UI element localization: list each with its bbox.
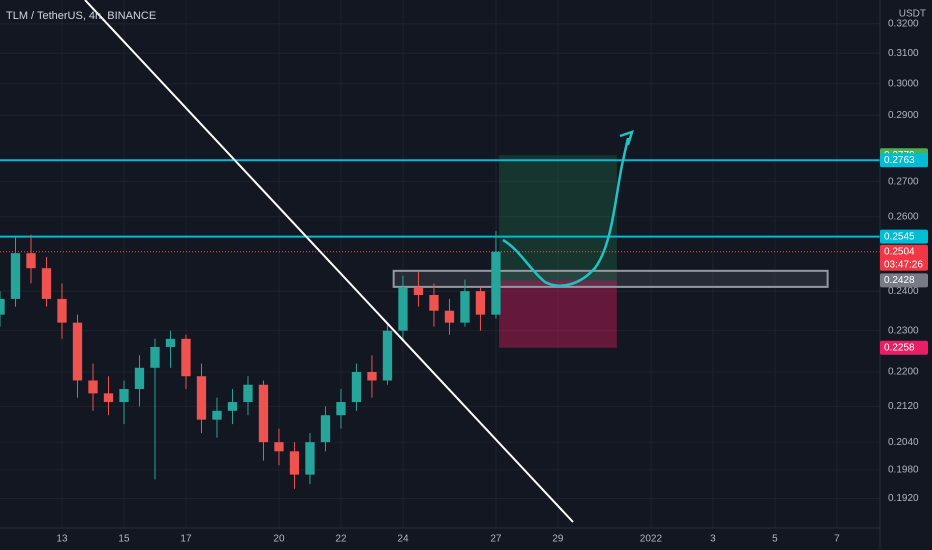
line-tag — [880, 153, 928, 168]
y-tick-label: 0.2700 — [888, 176, 919, 187]
candle-body — [57, 298, 67, 323]
y-tick-label: 0.1920 — [888, 493, 919, 504]
candle-body — [351, 371, 362, 403]
countdown-label: 03:47:26 — [884, 259, 923, 270]
y-tick-label: 0.2400 — [888, 286, 919, 297]
candle-body — [181, 338, 191, 377]
candle-body — [227, 402, 238, 411]
last-price-tag — [880, 244, 928, 271]
candle-body — [150, 346, 160, 368]
x-tick-label: 15 — [118, 534, 130, 545]
x-tick-label: 2022 — [640, 534, 663, 545]
candle-body — [444, 310, 455, 323]
x-tick-label: 7 — [834, 534, 840, 545]
currency-label: USDT — [899, 9, 926, 20]
x-tick-label: 3 — [710, 534, 716, 545]
candle-body — [88, 380, 98, 394]
symbol-title: TLM / TetherUS, 4h, BINANCE — [6, 10, 156, 22]
projection-arrow — [619, 130, 634, 146]
candle-body — [460, 291, 470, 323]
candle-body — [212, 410, 222, 420]
candle-body — [119, 389, 129, 403]
candle-body — [243, 384, 253, 403]
candle-body — [305, 442, 315, 475]
y-tick-label: 0.2040 — [888, 437, 919, 448]
x-tick-label: 20 — [273, 534, 285, 545]
projection-curve — [502, 137, 630, 287]
candle-body — [0, 298, 5, 315]
y-tick-label: 0.2120 — [888, 401, 919, 412]
x-tick-label: 5 — [772, 534, 778, 545]
candle-body — [413, 287, 424, 296]
line-tag-label: 0.2763 — [884, 155, 915, 166]
y-tick-label: 0.3200 — [888, 18, 919, 29]
candle-body — [367, 371, 377, 381]
line-tag-label: 0.2545 — [884, 231, 915, 242]
profit-zone — [499, 155, 617, 281]
x-tick-label: 27 — [490, 534, 502, 545]
candle-body — [258, 384, 269, 443]
support-zone — [392, 269, 829, 288]
x-tick-label: 24 — [397, 534, 409, 545]
candle-body — [289, 451, 300, 475]
trend-line — [84, 0, 574, 523]
y-tick-label: 0.2200 — [888, 367, 919, 378]
entry-tag-label: 0.2428 — [884, 275, 915, 286]
candle-body — [134, 367, 145, 390]
candle-body — [10, 253, 21, 299]
candle-body — [320, 415, 331, 443]
candle-body — [475, 291, 486, 315]
y-tick-label: 0.2300 — [888, 325, 919, 336]
stop-tag-label: 0.2258 — [884, 342, 915, 353]
entry-tag — [880, 273, 928, 288]
stop-tag — [880, 340, 928, 355]
y-tick-label: 0.3000 — [888, 78, 919, 89]
candle-body — [382, 330, 393, 381]
x-tick-label: 17 — [180, 534, 192, 545]
candle-body — [274, 442, 284, 452]
candle-body — [429, 295, 439, 311]
candle-body — [165, 338, 176, 347]
last-price-tag-label: 0.2504 — [884, 246, 915, 257]
x-tick-label: 29 — [552, 534, 564, 545]
y-tick-label: 0.2900 — [888, 110, 919, 121]
y-tick-label: 0.1980 — [888, 465, 919, 476]
candle-body — [491, 251, 501, 315]
y-tick-label: 0.2600 — [888, 211, 919, 222]
candle-body — [72, 322, 83, 381]
line-tag — [880, 229, 928, 244]
candle-body — [41, 268, 52, 299]
x-tick-label: 13 — [56, 534, 68, 545]
candle-body — [26, 253, 36, 269]
loss-zone — [499, 280, 617, 348]
x-tick-label: 22 — [335, 534, 347, 545]
candle-body — [103, 393, 114, 403]
y-tick-label: 0.3100 — [888, 48, 919, 59]
candle-body — [196, 376, 207, 420]
candle-body — [398, 287, 408, 331]
candle-body — [336, 402, 346, 416]
